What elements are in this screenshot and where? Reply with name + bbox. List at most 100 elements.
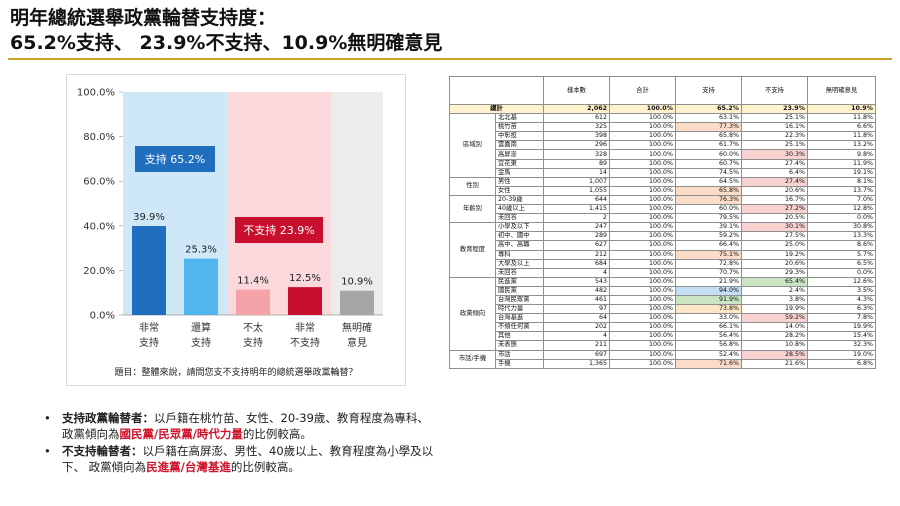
cell-no-opinion: 19.0% (807, 349, 876, 360)
cell-sum: 100.0% (609, 131, 676, 142)
cell-support: 63.1% (675, 113, 742, 124)
cell-n: 1,055 (543, 185, 610, 196)
row-label: 高中、高職 (495, 240, 544, 251)
cell-support: 94.0% (675, 285, 742, 296)
x-category-label: 非常 (295, 321, 315, 334)
cell-n: 247 (543, 222, 610, 233)
row-label: 未表態 (495, 340, 544, 351)
chart-caption: 題目：整體來說，請問您支不支持明年的總統選舉政黨輪替？ (114, 368, 358, 378)
cell-n: 543 (543, 276, 610, 287)
cell-oppose: 59.2% (741, 313, 808, 324)
cell-support: 77.3% (675, 122, 742, 133)
group-label: 區域別 (449, 113, 496, 178)
table-row: 台灣民眾黨 461 100.0% 91.9% 3.8% 4.3% (450, 294, 876, 306)
cell-no-opinion: 13.2% (807, 140, 876, 151)
header-sample-size: 樣本數 (543, 76, 610, 105)
table-row: 專科 212 100.0% 75.1% 19.2% 5.7% (450, 249, 876, 260)
row-label: 未回答 (495, 267, 544, 278)
y-tick-label: 0.0% (90, 311, 115, 322)
cell-n: 212 (543, 249, 610, 260)
cell-n: 97 (543, 304, 610, 315)
cell-oppose: 30.3% (741, 149, 808, 160)
cell-no-opinion: 11.8% (807, 113, 876, 124)
row-label: 女性 (495, 185, 544, 196)
cell-sum: 100.0% (609, 194, 676, 206)
group-label: 政黨傾向 (449, 276, 496, 351)
title-line-1: 明年總統選舉政黨輪替支持度： (10, 7, 277, 29)
group-label: 不支持 23.9% (243, 223, 314, 237)
cell-no-opinion: 13.3% (807, 231, 876, 242)
cell-no-opinion: 6.6% (807, 122, 876, 133)
crosstab-panel: 樣本數 合計 支持 不支持 無明確意見 總計 2,062 100.0% 65.2% 23… (449, 76, 876, 369)
x-category-label: 意見 (347, 336, 367, 349)
table-row: 40歲以上 1,415 100.0% 60.0% 27.2% 12.8% (450, 204, 876, 215)
cell-oppose: 25.1% (741, 113, 808, 124)
cell-sum: 100.0% (609, 140, 676, 151)
cell-support: 56.8% (675, 340, 742, 351)
group-band (331, 92, 383, 315)
cell-oppose: 29.3% (741, 267, 808, 278)
cell-support: 65.2% (675, 103, 742, 115)
cell-sum: 100.0% (609, 167, 676, 178)
table-row: 桃竹苗 325 100.0% 77.3% 16.1% 6.6% (450, 122, 876, 133)
cell-n: 296 (543, 140, 610, 151)
row-label: 桃竹苗 (495, 122, 544, 133)
cell-oppose: 27.4% (741, 176, 808, 187)
cell-sum: 100.0% (609, 176, 676, 187)
cell-sum: 100.0% (609, 285, 676, 296)
cell-n: 2 (543, 213, 610, 224)
cell-oppose: 16.1% (741, 122, 808, 133)
cell-oppose: 14.0% (741, 322, 808, 333)
cell-support: 66.4% (675, 240, 742, 251)
cell-n: 1,365 (543, 358, 610, 369)
bar-value-label: 11.4% (237, 276, 269, 287)
cell-n: 4 (543, 267, 610, 278)
row-label: 不傾任何黨 (495, 322, 544, 333)
bar (132, 226, 166, 315)
cell-no-opinion: 4.3% (807, 294, 876, 306)
cell-no-opinion: 0.0% (807, 213, 876, 224)
cell-sum: 100.0% (609, 249, 676, 260)
cell-no-opinion: 11.8% (807, 131, 876, 142)
cell-no-opinion: 12.8% (807, 204, 876, 215)
cell-sum: 100.0% (609, 122, 676, 133)
cell-no-opinion: 8.1% (807, 176, 876, 187)
cell-sum: 100.0% (609, 304, 676, 315)
cell-n: 1,415 (543, 204, 610, 215)
cell-oppose: 30.1% (741, 222, 808, 233)
row-label: 宜花東 (495, 158, 544, 169)
cell-no-opinion: 7.0% (807, 194, 876, 206)
finding-item: 不支持輪替者：以戶籍在高屏澎、男性、40歲以上、教育程度為小學及以下、 政黨傾向… (44, 443, 434, 475)
x-category-label: 支持 (139, 336, 159, 349)
cell-n: 398 (543, 131, 610, 142)
cell-support: 65.8% (675, 185, 742, 196)
cell-support: 65.8% (675, 131, 742, 142)
table-row: 未回答 2 100.0% 79.5% 20.5% 0.0% (450, 213, 876, 224)
bar-value-label: 25.3% (185, 245, 217, 256)
cell-n: 89 (543, 158, 610, 169)
cell-n: 202 (543, 322, 610, 333)
x-category-label: 不太 (243, 321, 263, 334)
cell-sum: 100.0% (609, 103, 676, 115)
cell-sum: 100.0% (609, 358, 676, 369)
cell-sum: 100.0% (609, 349, 676, 360)
cell-oppose: 25.0% (741, 240, 808, 251)
table-row: 性別 男性 1,007 100.0% 64.5% 27.4% 8.1% (449, 176, 876, 196)
cell-oppose: 2.4% (741, 285, 808, 296)
cell-support: 39.1% (675, 222, 742, 233)
cell-support: 70.7% (675, 267, 742, 278)
cell-no-opinion: 5.7% (807, 249, 876, 260)
group-label: 教育程度 (449, 222, 496, 278)
x-category-label: 支持 (191, 336, 211, 349)
table-row: 高屏澎 328 100.0% 60.0% 30.3% 9.8% (450, 149, 876, 160)
cell-n: 644 (543, 194, 610, 206)
row-label: 未回答 (495, 213, 544, 224)
cell-support: 33.0% (675, 313, 742, 324)
cell-support: 52.4% (675, 349, 742, 360)
cell-n: 684 (543, 258, 610, 269)
cell-oppose: 16.7% (741, 194, 808, 206)
cell-sum: 100.0% (609, 340, 676, 351)
cell-oppose: 65.4% (741, 276, 808, 287)
table-row: 市話/手機 市話 697 100.0% 52.4% 28.5% 19.0% (449, 349, 876, 369)
cell-no-opinion: 6.8% (807, 358, 876, 369)
